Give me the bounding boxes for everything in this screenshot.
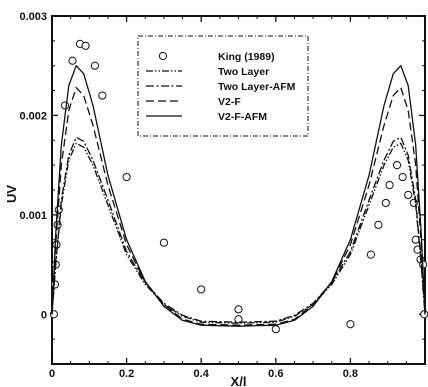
x-tick-label: 0 <box>49 368 55 380</box>
y-tick-label: 0 <box>41 309 47 321</box>
series-line-v2-f-afm <box>51 65 426 327</box>
x-tick-label: 0.8 <box>343 368 358 380</box>
data-point <box>366 250 376 259</box>
data-point <box>122 172 131 182</box>
legend-label-two-layer-afm: Two Layer-AFM <box>218 81 296 93</box>
y-tick-label: 0.002 <box>19 110 47 122</box>
data-point <box>68 56 77 65</box>
data-point <box>98 91 107 100</box>
data-point <box>159 238 168 247</box>
y-tick-label: 0.001 <box>19 210 47 222</box>
data-point <box>374 220 383 229</box>
x-tick-label: 0.2 <box>119 368 134 380</box>
series-line-v2-f <box>51 86 426 326</box>
data-point <box>392 161 402 170</box>
legend-label-two-layer: Two Layer <box>218 66 269 78</box>
legend-marker-king-1989 <box>158 51 168 61</box>
data-point <box>234 305 243 314</box>
data-point <box>385 180 394 190</box>
data-point <box>81 41 90 50</box>
data-point <box>197 285 206 294</box>
data-point <box>90 61 99 70</box>
data-point <box>234 315 243 324</box>
x-tick-label: 0.6 <box>268 368 283 380</box>
series-line-two-layer <box>51 142 426 324</box>
legend-label-king-1989: King (1989) <box>218 51 275 63</box>
data-point <box>271 325 280 334</box>
legend-label-v2-f-afm: V2-F-AFM <box>218 111 267 123</box>
legend-label-v2-f: V2-F <box>218 96 241 108</box>
x-axis-label: X/l <box>231 374 247 387</box>
data-point <box>381 198 390 208</box>
series-line-two-layer-afm <box>51 136 426 323</box>
y-axis-label: UV <box>4 185 19 203</box>
data-point <box>49 310 58 319</box>
data-point <box>60 101 70 110</box>
data-point <box>398 172 407 182</box>
data-point <box>404 190 413 200</box>
x-tick-label: 0.4 <box>194 368 210 380</box>
data-point <box>346 320 355 329</box>
y-tick-label: 0.003 <box>19 11 47 23</box>
